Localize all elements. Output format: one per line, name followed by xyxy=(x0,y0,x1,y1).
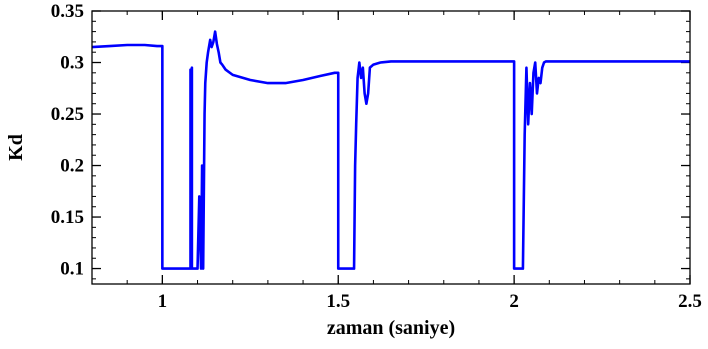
axis-ticks xyxy=(91,10,691,284)
x-tick-label: 2 xyxy=(509,291,519,312)
y-tick-label: 0.3 xyxy=(60,53,84,74)
y-tick-label: 0.15 xyxy=(51,207,84,228)
y-tick-label: 0.1 xyxy=(60,259,84,280)
plot-frame xyxy=(91,10,691,285)
y-tick-label: 0.35 xyxy=(51,1,84,22)
x-axis-label: zaman (saniye) xyxy=(327,317,455,339)
y-tick-label: 0.2 xyxy=(60,156,84,177)
x-tick-label: 1 xyxy=(158,291,168,312)
axis-tick-labels: 1 1.5 2 2.5 0.1 0.15 0.2 0.25 0.3 0.35 xyxy=(51,1,702,312)
x-tick-label: 1.5 xyxy=(326,291,350,312)
kd-series-line xyxy=(91,30,690,270)
x-tick-label: 2.5 xyxy=(678,291,702,312)
y-axis-label: Kd xyxy=(5,134,27,161)
y-tick-label: 0.25 xyxy=(51,104,84,125)
